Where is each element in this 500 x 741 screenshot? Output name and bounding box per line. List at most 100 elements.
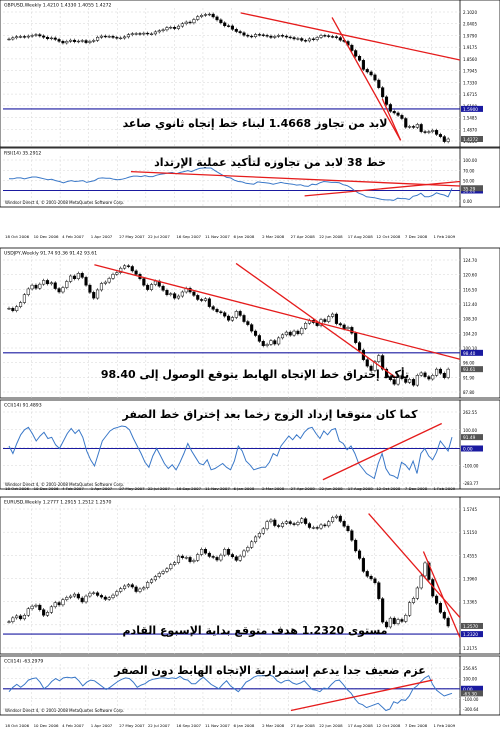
candle-body	[153, 576, 157, 581]
annotation-text: كما كان متوقعا إزداد الزوج زخما بعد إختر…	[122, 408, 419, 422]
candle-body	[7, 621, 11, 623]
x-tick-label: 10 Dec 2006	[34, 486, 59, 491]
level-price-label: 30.00	[463, 189, 476, 195]
candle-body	[196, 295, 200, 300]
x-tick-label: 2 Mar 2008	[262, 234, 285, 239]
candle-body	[427, 131, 431, 133]
candle-body	[22, 294, 26, 303]
candle-body	[19, 615, 23, 620]
candle-body	[304, 518, 308, 524]
candle-body	[215, 557, 219, 561]
candle-body	[176, 555, 181, 563]
candle-body	[169, 27, 173, 29]
candle-body	[319, 35, 323, 38]
candle-body	[273, 519, 277, 526]
candle-body	[45, 36, 50, 39]
candle-body	[123, 36, 127, 39]
y-tick-label: 2.1020	[463, 10, 477, 15]
candle-body	[65, 41, 69, 44]
candle-body	[338, 515, 342, 522]
candle-body	[280, 523, 285, 527]
candle-body	[88, 592, 92, 597]
candle-body	[307, 38, 312, 42]
candle-body	[7, 308, 11, 310]
candle-body	[196, 16, 200, 20]
y-tick-label: 91.90	[463, 375, 475, 380]
candle-body	[446, 138, 450, 142]
candle-body	[227, 549, 231, 555]
trendline	[422, 551, 461, 638]
candle-body	[92, 592, 96, 594]
candle-body	[34, 604, 38, 607]
x-tick-label: 27 Apr 2008	[291, 723, 316, 728]
candle-body	[146, 32, 150, 35]
candle-body	[423, 131, 427, 133]
candle-body	[396, 619, 400, 624]
y-tick-label: 1.3960	[463, 577, 477, 582]
candle-body	[45, 280, 50, 285]
candle-body	[342, 324, 346, 329]
y-tick-label: 87.80	[463, 390, 475, 395]
panel-frame	[0, 147, 500, 208]
candle-body	[373, 361, 377, 371]
y-tick-label: 1.5485	[463, 116, 477, 121]
level-price-label: 0.00	[463, 687, 473, 693]
x-tick-label: 18 Oct 2006	[5, 486, 30, 491]
candle-body	[269, 340, 273, 345]
x-tick-label: 4 Feb 2007	[62, 486, 84, 491]
last-value-tag	[461, 366, 483, 373]
candle-body	[157, 573, 161, 577]
candle-body	[142, 32, 146, 35]
level-price-tag	[461, 631, 483, 638]
candle-body	[234, 556, 238, 561]
candle-body	[411, 379, 416, 386]
candle-body	[277, 35, 281, 37]
candle-body	[250, 35, 254, 38]
x-tick-label: 16 Sep 2007	[176, 234, 201, 239]
x-tick-label: 18 Oct 2006	[5, 723, 30, 728]
candle-body	[273, 340, 277, 345]
panel-4: 1.57451.51501.45551.39601.33651.27701.21…	[0, 496, 500, 655]
candle-body	[49, 606, 53, 613]
x-tick-label: 7 Dec 2008	[405, 723, 428, 728]
candle-body	[411, 126, 416, 128]
candle-body	[192, 19, 196, 24]
candle-body	[61, 599, 65, 606]
candle-body	[42, 35, 46, 38]
candle-body	[149, 579, 154, 583]
candle-body	[103, 281, 107, 284]
candle-body	[180, 291, 184, 297]
candle-body	[57, 602, 61, 606]
candle-body	[265, 35, 269, 37]
candle-body	[149, 284, 154, 290]
candle-body	[180, 23, 184, 27]
candle-body	[331, 517, 335, 522]
y-tick-label: 120.60	[463, 273, 477, 278]
candle-body	[292, 37, 296, 40]
candle-body	[423, 372, 427, 377]
candle-body	[92, 292, 96, 299]
candle-body	[373, 578, 377, 583]
y-tick-label: 0.00	[463, 199, 472, 204]
candle-body	[215, 16, 219, 21]
candle-body	[203, 14, 208, 16]
y-tick-label: 1.9175	[463, 45, 477, 50]
candle-body	[57, 288, 61, 293]
candle-body	[388, 376, 392, 380]
candle-body	[261, 528, 265, 534]
candle-body	[327, 521, 331, 527]
trendline	[130, 170, 461, 187]
candle-body	[230, 554, 234, 557]
candle-body	[169, 293, 173, 295]
candle-body	[253, 330, 258, 336]
x-tick-label: 12 Oct 2008	[376, 486, 401, 491]
panel-5: 256.95 100.00 0.00 -100.00 -300.64 CCI(14) -6…	[0, 655, 500, 716]
candle-body	[292, 330, 296, 336]
candle-body	[404, 378, 408, 383]
candle-body	[438, 602, 442, 613]
candle-body	[242, 315, 246, 322]
y-tick-label: 116.50	[463, 287, 477, 292]
annotation-text: تأكيد إختراق خط الإتجاه الهابط يتوقع الو…	[101, 367, 409, 381]
candle-body	[76, 40, 80, 43]
last-value-tag	[461, 434, 483, 441]
